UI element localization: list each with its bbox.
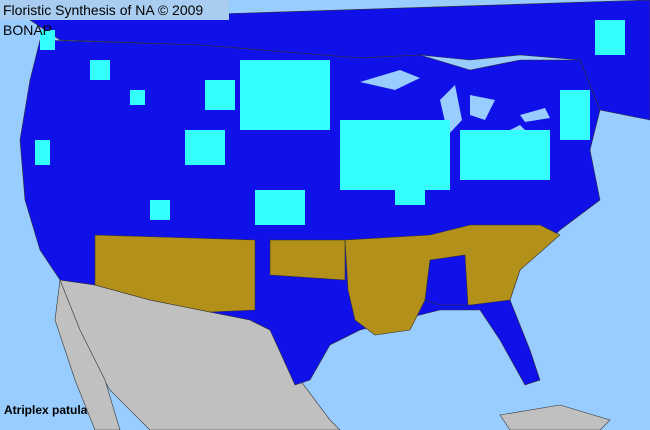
cuba — [499, 404, 611, 430]
alabama-blue — [424, 254, 469, 306]
county-presence-patches — [35, 20, 625, 225]
southwest-brown — [94, 234, 256, 313]
great-lakes — [360, 70, 550, 150]
map-title: Floristic Synthesis of NA © 2009 BONAP — [0, 0, 229, 38]
south-central-brown — [269, 239, 346, 281]
baja-california — [54, 279, 121, 430]
species-label: Atriplex patula — [4, 403, 88, 417]
